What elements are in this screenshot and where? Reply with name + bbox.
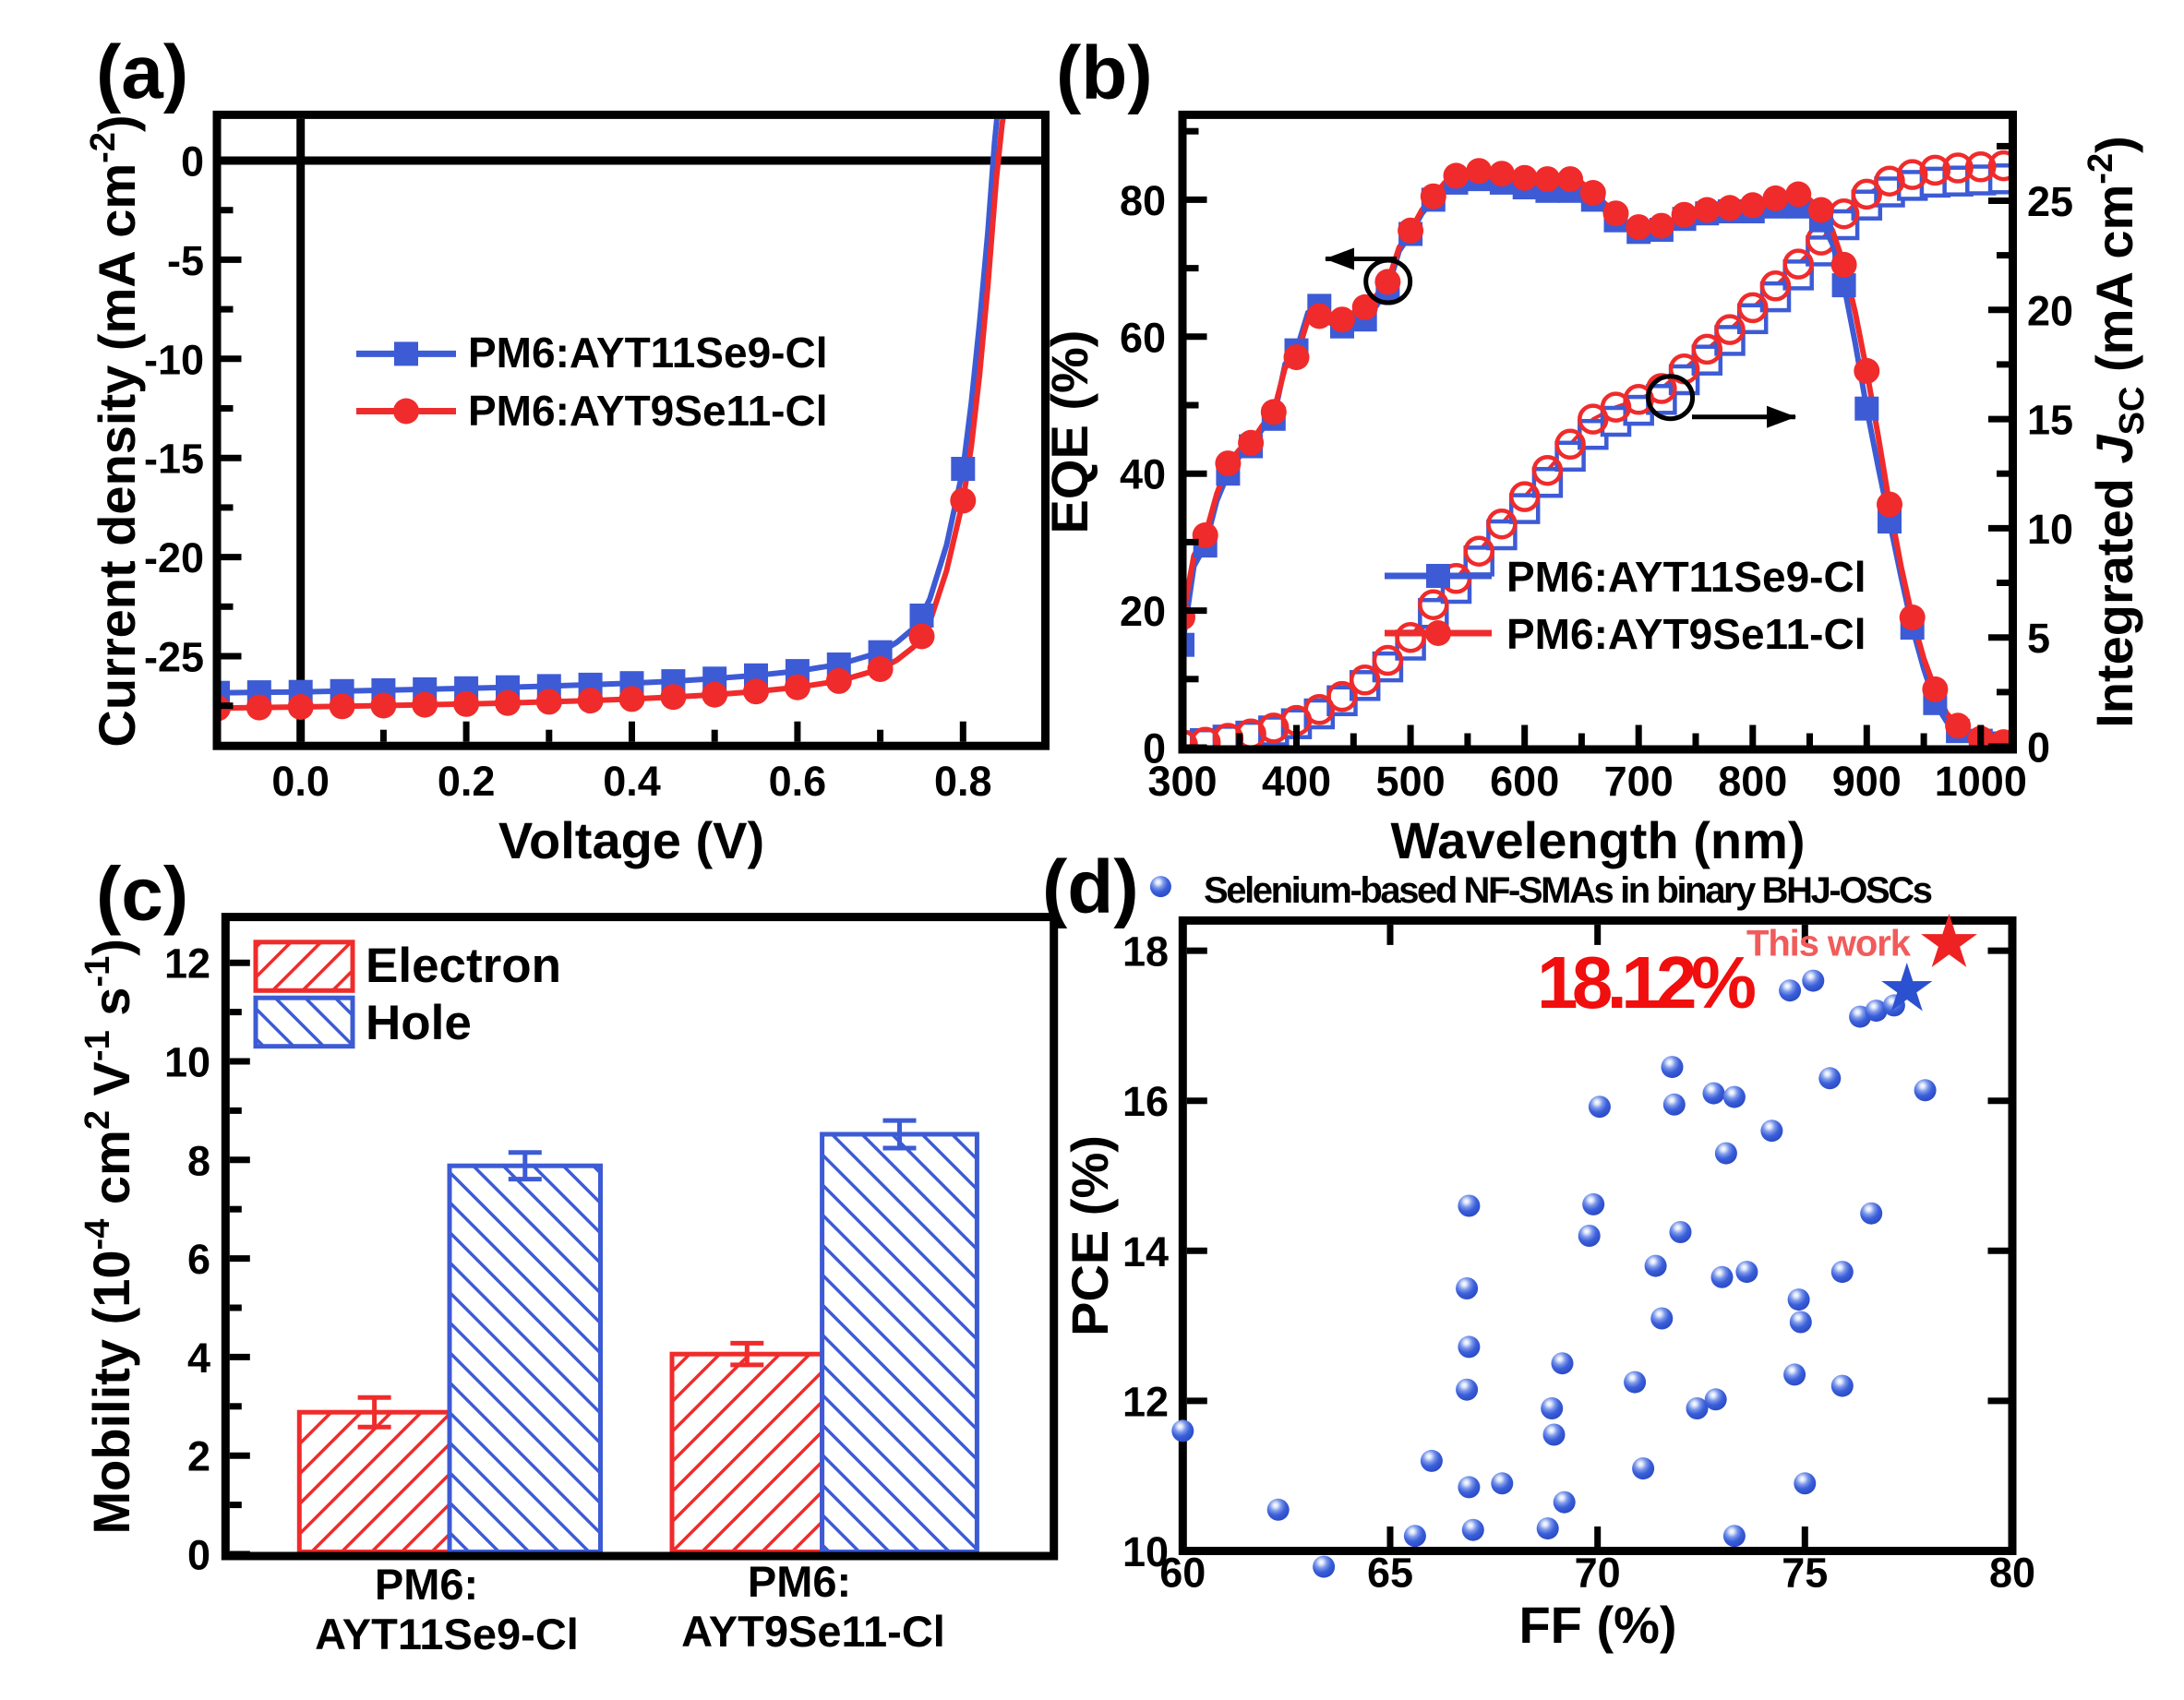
svg-text:Mobility (10-4 cm2 V-1 s-1): Mobility (10-4 cm2 V-1 s-1): [78, 939, 140, 1534]
svg-text:PM6:AYT9Se11-Cl: PM6:AYT9Se11-Cl: [468, 387, 827, 435]
svg-text:(d): (d): [1042, 845, 1139, 929]
svg-text:This work: This work: [1746, 924, 1912, 964]
svg-text:PCE (%): PCE (%): [1061, 1135, 1119, 1336]
svg-text:Selenium-based NF-SMAs in bina: Selenium-based NF-SMAs in binary BHJ-OSC…: [1204, 870, 1933, 911]
svg-text:70: 70: [1575, 1550, 1621, 1597]
svg-text:0: 0: [1143, 725, 1166, 772]
svg-text:(b): (b): [1056, 31, 1153, 115]
svg-text:Hole: Hole: [366, 996, 472, 1050]
svg-text:400: 400: [1262, 758, 1331, 805]
svg-text:12: 12: [1122, 1378, 1169, 1425]
svg-text:AYT9Se11-Cl: AYT9Se11-Cl: [681, 1607, 945, 1656]
svg-text:0.2: 0.2: [438, 758, 496, 805]
svg-text:-20: -20: [144, 534, 204, 581]
svg-text:65: 65: [1367, 1550, 1413, 1597]
svg-text:(c): (c): [96, 853, 188, 937]
svg-text:800: 800: [1718, 758, 1787, 805]
svg-text:500: 500: [1376, 758, 1446, 805]
svg-text:-5: -5: [167, 237, 204, 284]
svg-text:Current density (mA cm-2): Current density (mA cm-2): [84, 114, 146, 747]
svg-text:12: 12: [164, 940, 210, 988]
svg-text:8: 8: [187, 1137, 210, 1184]
svg-text:0.0: 0.0: [271, 758, 330, 805]
svg-text:25: 25: [2027, 178, 2073, 225]
svg-text:14: 14: [1122, 1228, 1169, 1275]
svg-text:600: 600: [1490, 758, 1559, 805]
svg-text:900: 900: [1832, 758, 1902, 805]
svg-text:700: 700: [1604, 758, 1674, 805]
svg-text:Wavelength (nm): Wavelength (nm): [1390, 811, 1805, 869]
svg-text:0.8: 0.8: [934, 758, 992, 805]
svg-text:Electron: Electron: [366, 939, 561, 993]
svg-text:20: 20: [2027, 287, 2073, 334]
svg-text:PM6:: PM6:: [375, 1560, 478, 1609]
svg-text:20: 20: [1120, 588, 1166, 635]
svg-text:0.4: 0.4: [603, 758, 661, 805]
svg-text:2: 2: [187, 1433, 210, 1480]
svg-text:EQE (%): EQE (%): [1040, 330, 1098, 534]
svg-text:18: 18: [1122, 928, 1169, 976]
svg-text:10: 10: [2027, 506, 2073, 553]
svg-text:PM6:AYT9Se11-Cl: PM6:AYT9Se11-Cl: [1506, 610, 1866, 658]
svg-text:0: 0: [181, 138, 204, 186]
svg-text:0: 0: [187, 1532, 210, 1579]
svg-text:60: 60: [1159, 1550, 1206, 1597]
svg-text:0: 0: [2027, 724, 2050, 772]
svg-text:4: 4: [187, 1335, 210, 1382]
svg-text:-25: -25: [144, 634, 204, 681]
svg-text:-10: -10: [144, 336, 204, 383]
svg-text:Integrated JSC (mA cm-2): Integrated JSC (mA cm-2): [2082, 136, 2152, 728]
svg-text:5: 5: [2027, 615, 2050, 662]
svg-text:Voltage (V): Voltage (V): [498, 811, 764, 869]
svg-text:PM6:: PM6:: [748, 1557, 851, 1606]
svg-text:1000: 1000: [1935, 758, 2027, 805]
svg-text:AYT11Se9-Cl: AYT11Se9-Cl: [315, 1610, 579, 1658]
svg-text:60: 60: [1120, 314, 1166, 361]
svg-text:PM6:AYT11Se9-Cl: PM6:AYT11Se9-Cl: [1506, 553, 1866, 601]
svg-text:(a): (a): [96, 30, 188, 114]
svg-text:6: 6: [187, 1236, 210, 1283]
svg-text:PM6:AYT11Se9-Cl: PM6:AYT11Se9-Cl: [468, 329, 827, 377]
svg-text:40: 40: [1120, 451, 1166, 498]
svg-text:10: 10: [164, 1039, 210, 1086]
svg-text:18.12%: 18.12%: [1537, 941, 1757, 1024]
svg-text:15: 15: [2027, 397, 2073, 444]
svg-text:75: 75: [1782, 1550, 1828, 1597]
svg-text:16: 16: [1122, 1078, 1169, 1125]
svg-text:80: 80: [1120, 177, 1166, 224]
svg-text:-15: -15: [144, 436, 204, 483]
svg-text:0.6: 0.6: [769, 758, 827, 805]
svg-text:80: 80: [1989, 1550, 2035, 1597]
svg-text:FF (%): FF (%): [1518, 1596, 1676, 1654]
svg-text:300: 300: [1147, 758, 1217, 805]
svg-text:10: 10: [1122, 1528, 1169, 1575]
